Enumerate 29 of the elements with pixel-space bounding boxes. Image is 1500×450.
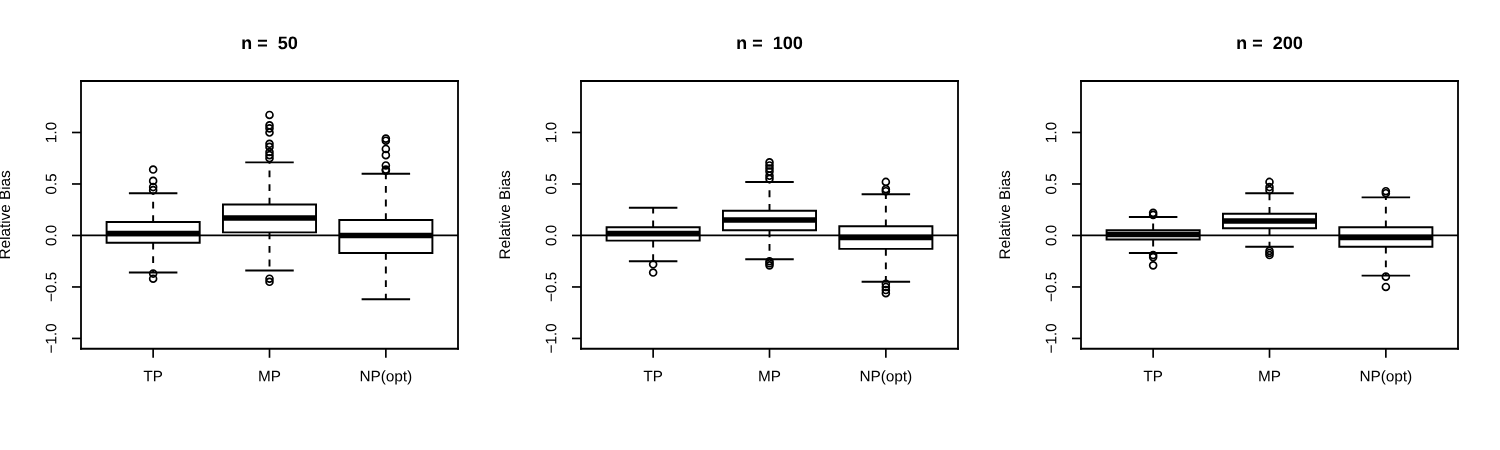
chart-title: n = 50 (242, 36, 298, 50)
chart-title: n = 100 (737, 36, 803, 50)
y-tick-label: 1.0 (545, 122, 557, 142)
y-tick-label: 0.0 (1045, 225, 1057, 246)
x-tick-label: TP (643, 370, 663, 382)
y-axis-title: Relative Bias (998, 170, 1011, 259)
chart-title: n = 200 (1237, 36, 1303, 50)
y-tick-label: −1.0 (545, 323, 557, 353)
y-tick-label: 0.5 (45, 174, 57, 194)
y-axis-title: Relative Bias (498, 170, 511, 259)
x-tick-label: TP (1143, 370, 1163, 382)
y-tick-label: −0.5 (1045, 272, 1057, 302)
y-tick-label: −1.0 (45, 323, 57, 353)
y-tick-label: −0.5 (45, 272, 57, 302)
y-tick-label: 0.0 (45, 225, 57, 246)
y-tick-label: 1.0 (45, 122, 57, 142)
y-tick-label: −1.0 (1045, 323, 1057, 353)
x-tick-label: TP (143, 370, 163, 382)
y-tick-label: 1.0 (1045, 122, 1057, 142)
x-tick-label: NP(opt) (360, 370, 412, 385)
y-tick-label: −0.5 (545, 272, 557, 302)
y-tick-label: 0.5 (545, 174, 557, 194)
x-tick-label: NP(opt) (1360, 370, 1412, 385)
y-tick-label: 0.0 (545, 225, 557, 246)
y-tick-label: 0.5 (1045, 174, 1057, 194)
x-tick-label: MP (1259, 370, 1281, 382)
x-tick-label: MP (259, 370, 281, 382)
x-tick-label: MP (759, 370, 781, 382)
x-tick-label: NP(opt) (860, 370, 912, 385)
